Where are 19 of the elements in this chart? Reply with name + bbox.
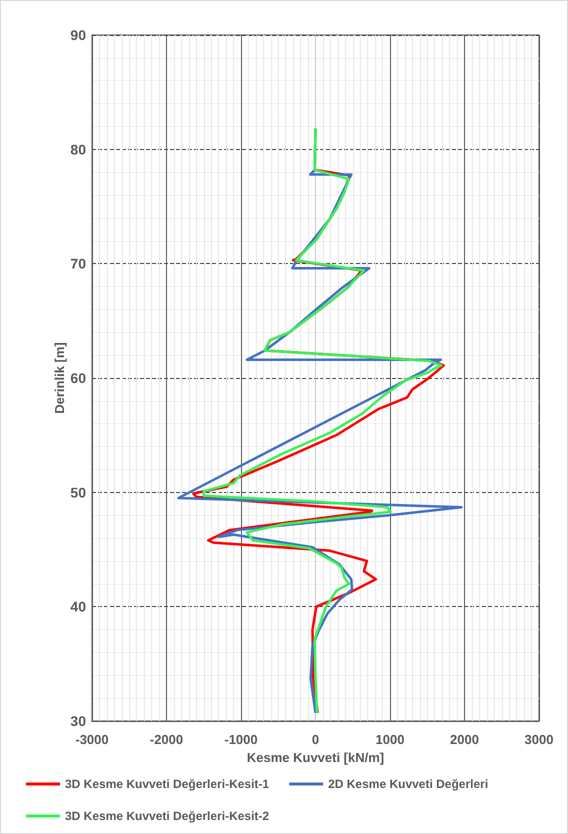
x-tick-label: 3000	[524, 732, 554, 747]
y-tick-label: 80	[70, 141, 86, 158]
x-tick-label: 0	[312, 732, 320, 747]
y-tick-label: 40	[70, 598, 86, 615]
y-axis-title: Derinlik [m]	[52, 342, 67, 414]
y-tick-label: 30	[70, 713, 86, 729]
x-tick-label: -2000	[150, 732, 184, 747]
legend-label: 2D Kesme Kuvveti Değerleri	[328, 777, 488, 791]
legend-label: 3D Kesme Kuvveti Değerleri-Kesit-1	[65, 777, 270, 791]
legend-label: 3D Kesme Kuvveti Değerleri-Kesit-2	[65, 809, 270, 823]
y-tick-label: 50	[70, 484, 86, 500]
y-tick-label: 70	[70, 256, 86, 272]
y-tick-label: 60	[70, 370, 86, 386]
x-tick-label: 2000	[450, 732, 479, 747]
x-tick-label: 1000	[376, 732, 404, 747]
y-tick-label: 90	[70, 27, 86, 43]
x-axis-title: Kesme Kuvveti [kN/m]	[246, 750, 384, 765]
x-tick-label: -1000	[224, 732, 258, 747]
x-tick-label: -3000	[75, 732, 109, 747]
